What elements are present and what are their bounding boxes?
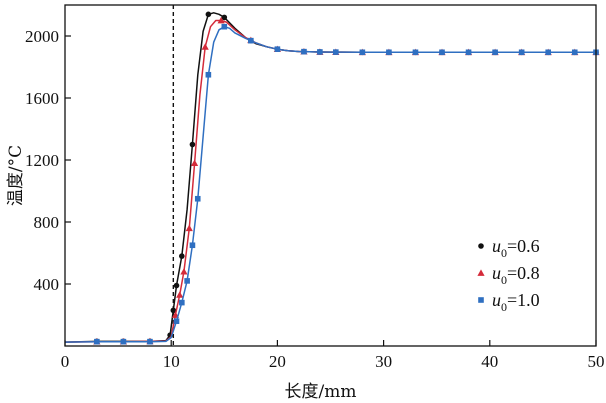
y-tick-label: 2000: [25, 27, 59, 46]
y-tick-label: 1600: [25, 89, 59, 108]
data-point: [359, 49, 366, 56]
plot-frame: [64, 4, 597, 347]
data-point: [412, 49, 419, 56]
data-point: [194, 195, 201, 202]
data-point: [317, 49, 323, 55]
data-point: [571, 49, 578, 56]
y-tick-label: 1200: [25, 151, 59, 170]
data-point: [217, 16, 225, 24]
data-point: [386, 49, 392, 56]
data-point: [492, 49, 498, 56]
data-point: [221, 23, 228, 30]
x-tick-label: 30: [375, 352, 392, 371]
data-point: [205, 11, 212, 18]
legend-marker: [478, 297, 484, 303]
x-axis-title: 长度/mm: [285, 382, 357, 402]
data-point: [518, 49, 525, 56]
legend-item-1: u0=0.8: [477, 263, 540, 287]
data-point: [248, 37, 254, 44]
legend-label: u0=0.8: [492, 263, 540, 287]
data-point: [189, 242, 196, 249]
series-2: [64, 23, 599, 345]
x-tick-label: 50: [588, 352, 605, 371]
data-point: [120, 338, 127, 345]
data-point: [170, 307, 177, 314]
data-point: [176, 291, 184, 298]
y-axis-title: 温度/°C: [6, 145, 26, 206]
legend-item-0: u0=0.6: [478, 236, 540, 260]
data-point: [221, 14, 228, 21]
y-tick-label: 400: [34, 275, 60, 294]
data-point: [205, 71, 212, 78]
data-point: [190, 159, 199, 166]
data-point: [545, 49, 552, 56]
legend-label: u0=0.6: [492, 236, 540, 260]
x-tick-label: 40: [481, 352, 498, 371]
data-point: [333, 49, 339, 55]
data-point: [94, 338, 100, 345]
data-point: [180, 268, 188, 275]
data-point: [301, 48, 307, 55]
x-tick-label: 0: [61, 352, 70, 371]
data-point: [185, 224, 193, 232]
data-point: [179, 299, 185, 306]
data-point: [147, 338, 153, 345]
legend-marker: [477, 269, 485, 276]
data-point: [189, 141, 196, 148]
data-point: [274, 46, 281, 52]
y-tick-label: 800: [34, 213, 60, 232]
x-tick-label: 20: [269, 352, 286, 371]
x-tick-label: 10: [163, 352, 180, 371]
data-point: [173, 318, 180, 324]
series-line: [64, 25, 596, 343]
data-point: [173, 282, 180, 289]
data-point: [439, 49, 445, 56]
legend-item-2: u0=1.0: [478, 290, 540, 314]
legend-marker: [478, 243, 484, 249]
data-point: [465, 49, 472, 56]
data-point: [179, 253, 185, 259]
data-point: [201, 43, 209, 50]
data-point: [184, 278, 190, 284]
legend-label: u0=1.0: [492, 290, 540, 314]
